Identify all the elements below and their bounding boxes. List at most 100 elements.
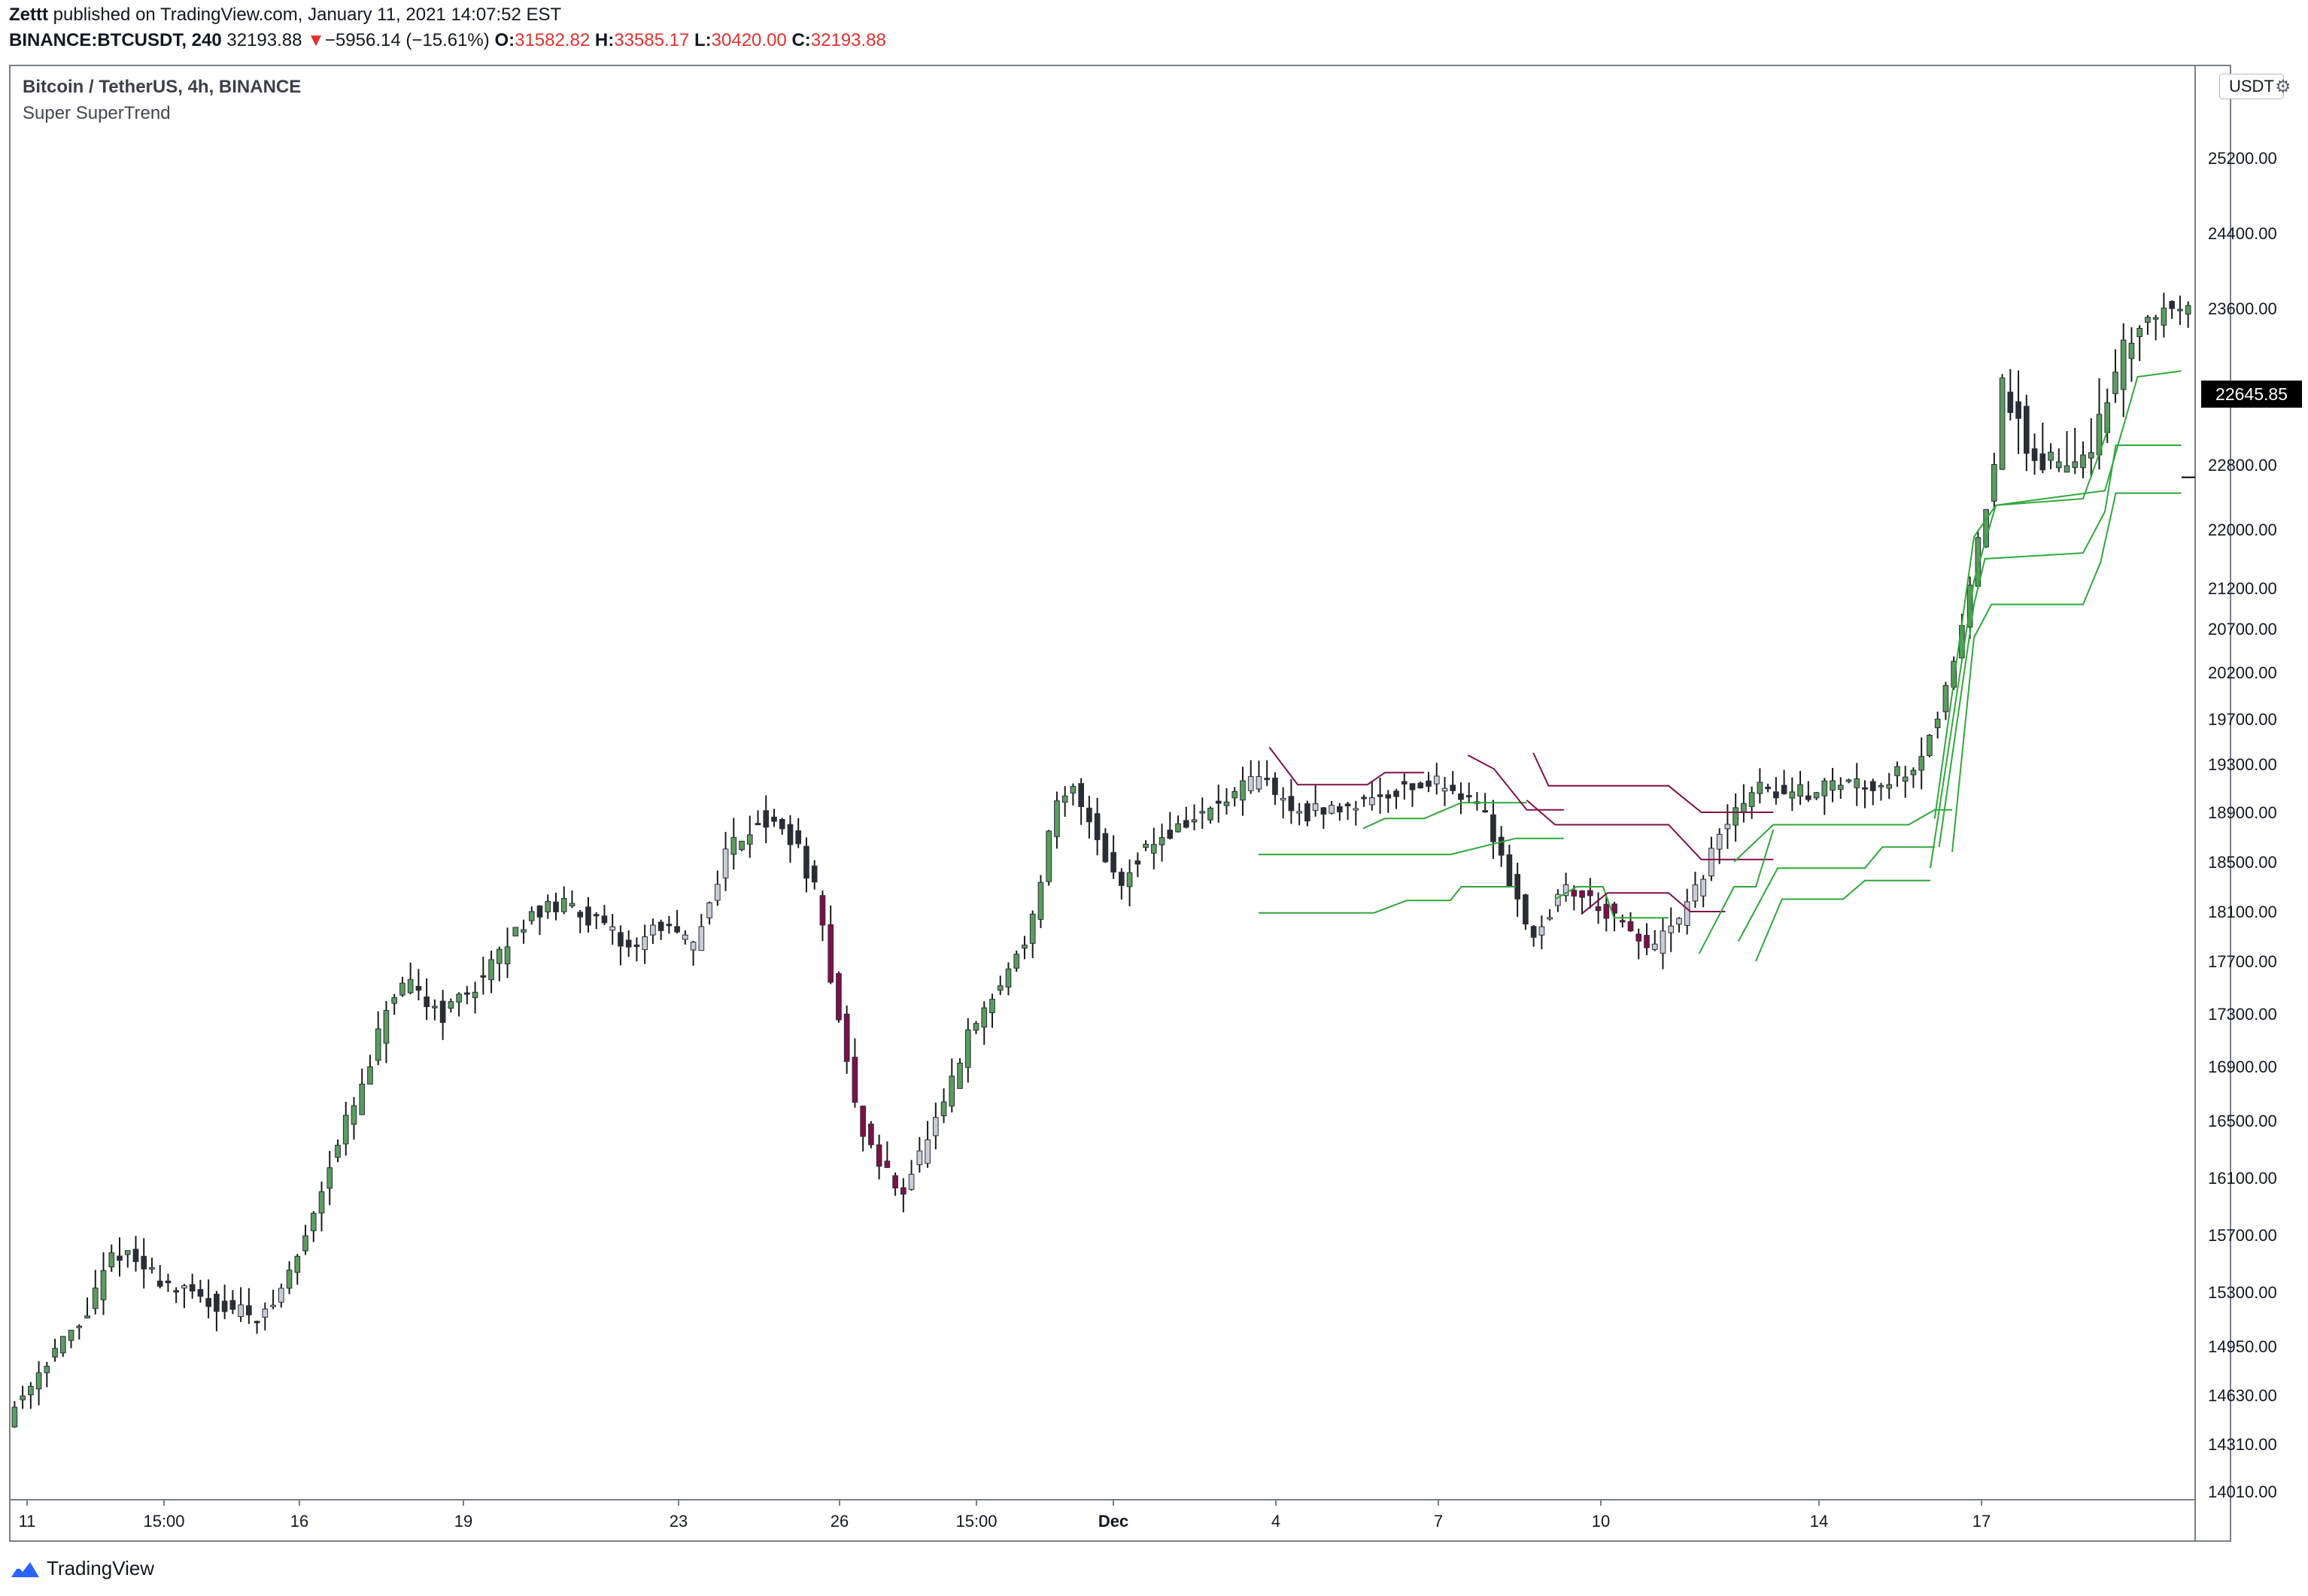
candle-body bbox=[1344, 803, 1351, 806]
candle-body bbox=[633, 944, 640, 947]
candle-body bbox=[1830, 780, 1836, 791]
candle-body bbox=[351, 1105, 357, 1125]
candle-body bbox=[1377, 794, 1383, 797]
candle-body bbox=[432, 1006, 438, 1009]
y-tick-label: 17300.00 bbox=[2208, 1005, 2277, 1024]
candle-body bbox=[205, 1297, 211, 1307]
supertrend-line bbox=[1698, 829, 1775, 954]
candle-body bbox=[1781, 784, 1787, 794]
candle-body bbox=[1296, 811, 1302, 814]
candle-body bbox=[294, 1255, 301, 1273]
low-value: 30420.00 bbox=[711, 30, 787, 50]
candle-body bbox=[828, 924, 834, 983]
candle-body bbox=[569, 903, 575, 906]
y-tick-label: 19300.00 bbox=[2208, 755, 2277, 774]
candle-body bbox=[1547, 917, 1553, 920]
supertrend-line bbox=[1581, 892, 1726, 915]
settings-gear-icon[interactable]: ⚙ bbox=[2275, 77, 2291, 97]
candle-body bbox=[2007, 391, 2014, 414]
candle-body bbox=[407, 979, 414, 994]
candle-body bbox=[1991, 464, 1997, 502]
open-value: 31582.82 bbox=[515, 30, 591, 50]
candle-body bbox=[189, 1284, 196, 1292]
candle-body bbox=[625, 939, 632, 948]
candle-body bbox=[1264, 778, 1271, 781]
candle-body bbox=[1312, 803, 1319, 812]
supertrend-line bbox=[1258, 886, 1516, 914]
candle-body bbox=[618, 932, 624, 947]
candle-body bbox=[1409, 783, 1416, 790]
candle-body bbox=[504, 946, 511, 965]
candle-body bbox=[2015, 401, 2021, 419]
candle-body bbox=[302, 1235, 308, 1252]
candle-body bbox=[1910, 769, 1917, 775]
candle-body bbox=[1126, 872, 1133, 888]
candle-body bbox=[1215, 800, 1222, 804]
open-label: O: bbox=[494, 30, 515, 50]
x-tick-label: 14 bbox=[1810, 1512, 1828, 1531]
currency-button[interactable]: USDT bbox=[2219, 74, 2284, 99]
candle-body bbox=[141, 1255, 147, 1270]
candle-body bbox=[1450, 784, 1456, 791]
candle-body bbox=[1231, 791, 1238, 799]
candle-body bbox=[1401, 781, 1408, 784]
candle-body bbox=[2185, 305, 2191, 315]
candle-body bbox=[52, 1348, 58, 1358]
candle-body bbox=[779, 818, 785, 830]
candle-body bbox=[383, 1009, 390, 1044]
candle-body bbox=[1878, 784, 1884, 787]
candle-body bbox=[1651, 943, 1658, 950]
candle-body bbox=[20, 1395, 26, 1400]
indicator-legend[interactable]: Super SuperTrend bbox=[23, 103, 171, 123]
candle-body bbox=[2152, 317, 2159, 320]
y-tick-label: 21200.00 bbox=[2208, 579, 2277, 598]
candle-body bbox=[1813, 792, 1820, 799]
candle-body bbox=[528, 911, 535, 921]
candle-body bbox=[852, 1057, 858, 1103]
candle-body bbox=[876, 1144, 882, 1167]
candle-body bbox=[1175, 823, 1181, 833]
candle-body bbox=[657, 921, 664, 931]
x-tick-label: 26 bbox=[831, 1512, 849, 1531]
candle-body bbox=[1022, 945, 1028, 949]
y-tick-label: 15700.00 bbox=[2208, 1226, 2277, 1245]
candle-body bbox=[593, 914, 600, 917]
candle-body bbox=[310, 1212, 317, 1231]
last-price-label: 22645.85 bbox=[2201, 381, 2302, 408]
candle-body bbox=[11, 1406, 18, 1428]
candle-body bbox=[2080, 454, 2086, 469]
supertrend-line bbox=[1951, 492, 2182, 852]
candle-body bbox=[997, 985, 1004, 991]
candle-body bbox=[254, 1321, 260, 1324]
candle-body bbox=[1078, 783, 1084, 808]
candle-body bbox=[68, 1330, 74, 1341]
y-tick-label: 16500.00 bbox=[2208, 1112, 2277, 1130]
candle-body bbox=[391, 997, 398, 1004]
candle-body bbox=[1393, 790, 1399, 797]
candle-body bbox=[1280, 798, 1286, 801]
candle-body bbox=[1619, 920, 1626, 923]
symbol-label: BINANCE:BTCUSDT, 240 bbox=[9, 30, 222, 50]
author-name[interactable]: Zettt bbox=[9, 5, 48, 25]
candle-body bbox=[1207, 807, 1213, 821]
candle-body bbox=[1458, 793, 1464, 800]
candle-body bbox=[916, 1150, 923, 1166]
candle-body bbox=[2136, 327, 2143, 338]
candle-body bbox=[730, 836, 737, 855]
candle-body bbox=[132, 1249, 139, 1262]
candle-body bbox=[1353, 808, 1359, 811]
candle-body bbox=[1482, 810, 1489, 813]
candle-body bbox=[1102, 833, 1109, 863]
candle-body bbox=[1708, 848, 1714, 877]
candle-body bbox=[1417, 782, 1424, 789]
candle-body bbox=[1385, 794, 1392, 799]
candle-body bbox=[108, 1252, 115, 1267]
high-value: 33585.17 bbox=[614, 30, 690, 50]
tradingview-brand[interactable]: TradingView bbox=[11, 1557, 154, 1580]
chart-frame[interactable] bbox=[9, 65, 2231, 1542]
candle-body bbox=[367, 1066, 373, 1085]
candle-body bbox=[1700, 878, 1707, 897]
candle-body bbox=[1805, 795, 1811, 800]
y-tick-label: 14010.00 bbox=[2208, 1482, 2277, 1501]
